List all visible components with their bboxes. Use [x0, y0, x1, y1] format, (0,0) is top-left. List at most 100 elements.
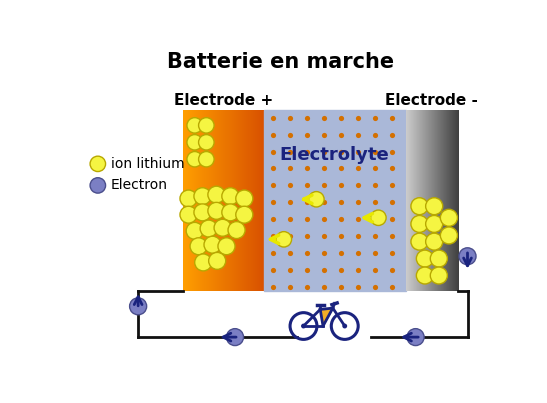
Point: [337, 114, 346, 121]
Text: Electrode -: Electrode -: [386, 93, 478, 108]
Point: [269, 284, 277, 290]
Point: [320, 199, 329, 206]
Point: [337, 199, 346, 206]
Point: [388, 267, 397, 273]
Circle shape: [218, 238, 235, 255]
Point: [354, 182, 363, 189]
Circle shape: [208, 252, 226, 269]
Point: [269, 216, 277, 222]
Circle shape: [204, 236, 221, 253]
Point: [269, 182, 277, 189]
Circle shape: [190, 238, 207, 255]
Circle shape: [459, 248, 476, 265]
Circle shape: [180, 206, 197, 223]
Point: [286, 182, 294, 189]
Point: [320, 233, 329, 239]
Circle shape: [186, 222, 203, 239]
Point: [302, 165, 311, 172]
Circle shape: [130, 298, 147, 315]
Bar: [264, 110, 405, 291]
Point: [388, 284, 397, 290]
Point: [337, 131, 346, 138]
Point: [320, 131, 329, 138]
Point: [371, 131, 380, 138]
Point: [371, 182, 380, 189]
Point: [371, 250, 380, 256]
Circle shape: [200, 220, 217, 237]
Point: [302, 250, 311, 256]
Circle shape: [187, 135, 202, 150]
Point: [286, 199, 294, 206]
Point: [388, 199, 397, 206]
Point: [302, 233, 311, 239]
Point: [269, 233, 277, 239]
Circle shape: [199, 152, 214, 167]
Point: [320, 284, 329, 290]
Circle shape: [208, 186, 225, 203]
Point: [302, 199, 311, 206]
Point: [371, 267, 380, 273]
Point: [371, 148, 380, 155]
Text: ion lithium: ion lithium: [111, 157, 185, 171]
Point: [320, 165, 329, 172]
Text: Batterie en marche: Batterie en marche: [167, 52, 394, 72]
Circle shape: [194, 188, 211, 205]
Circle shape: [371, 210, 386, 225]
Circle shape: [236, 190, 253, 207]
Circle shape: [194, 204, 211, 221]
Point: [302, 267, 311, 273]
Point: [371, 114, 380, 121]
Point: [302, 131, 311, 138]
Point: [320, 148, 329, 155]
Circle shape: [411, 198, 428, 215]
Circle shape: [430, 250, 447, 267]
Point: [337, 182, 346, 189]
Point: [286, 267, 294, 273]
Circle shape: [426, 233, 443, 250]
Circle shape: [276, 232, 292, 247]
Circle shape: [440, 209, 457, 226]
Circle shape: [199, 118, 214, 133]
Point: [337, 165, 346, 172]
Circle shape: [411, 233, 428, 250]
Circle shape: [214, 219, 231, 236]
Point: [354, 165, 363, 172]
Point: [320, 250, 329, 256]
Point: [302, 114, 311, 121]
Circle shape: [187, 118, 202, 133]
Circle shape: [187, 152, 202, 167]
Point: [354, 284, 363, 290]
Text: Electrolyte: Electrolyte: [280, 145, 389, 164]
Point: [354, 216, 363, 222]
Point: [286, 216, 294, 222]
Point: [320, 182, 329, 189]
Circle shape: [411, 216, 428, 233]
Circle shape: [426, 216, 443, 233]
Point: [286, 148, 294, 155]
Point: [354, 199, 363, 206]
Point: [320, 114, 329, 121]
Point: [337, 250, 346, 256]
Point: [371, 216, 380, 222]
Circle shape: [222, 204, 239, 221]
Point: [354, 114, 363, 121]
Circle shape: [236, 206, 253, 223]
Point: [320, 267, 329, 273]
Circle shape: [90, 178, 106, 193]
Point: [302, 216, 311, 222]
Point: [388, 114, 397, 121]
Circle shape: [430, 267, 447, 284]
Point: [269, 250, 277, 256]
Text: Electron: Electron: [111, 179, 168, 192]
Point: [388, 216, 397, 222]
Point: [302, 148, 311, 155]
Point: [388, 131, 397, 138]
Point: [371, 284, 380, 290]
Circle shape: [416, 267, 433, 284]
Point: [354, 233, 363, 239]
Point: [269, 114, 277, 121]
Circle shape: [309, 191, 324, 207]
Point: [337, 216, 346, 222]
Point: [286, 284, 294, 290]
Circle shape: [426, 198, 443, 215]
